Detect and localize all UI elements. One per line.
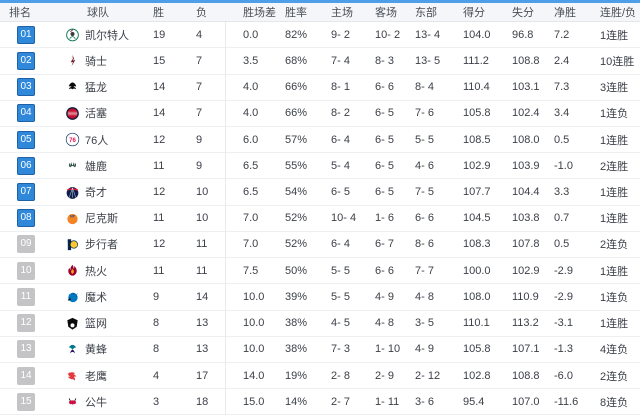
svg-text:NY: NY bbox=[70, 214, 76, 218]
svg-text:76: 76 bbox=[69, 137, 76, 144]
